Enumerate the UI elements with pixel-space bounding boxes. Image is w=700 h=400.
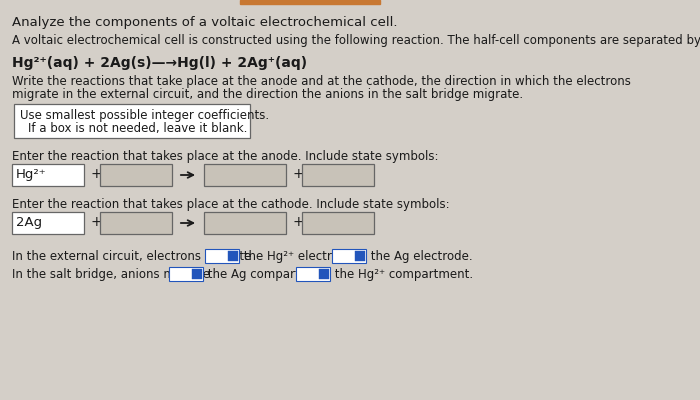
Text: to: to — [336, 251, 347, 261]
Text: A voltaic electrochemical cell is constructed using the following reaction. The : A voltaic electrochemical cell is constr… — [12, 34, 700, 47]
Bar — [318, 269, 329, 279]
Bar — [302, 164, 374, 186]
Bar — [100, 164, 172, 186]
Bar — [205, 249, 239, 263]
Text: +: + — [292, 167, 304, 181]
Text: Hg²⁺: Hg²⁺ — [16, 168, 47, 181]
Bar — [355, 251, 365, 261]
Text: In the salt bridge, anions migrate: In the salt bridge, anions migrate — [12, 268, 214, 281]
Text: Hg²⁺(aq) + 2Ag(s)—→Hg(l) + 2Ag⁺(aq): Hg²⁺(aq) + 2Ag(s)—→Hg(l) + 2Ag⁺(aq) — [12, 56, 307, 70]
Text: migrate in the external circuit, and the direction the anions in the salt bridge: migrate in the external circuit, and the… — [12, 88, 523, 101]
Text: the Ag electrode.: the Ag electrode. — [367, 250, 472, 263]
Text: Use smallest possible integer coefficients.: Use smallest possible integer coefficien… — [20, 109, 269, 122]
Text: to: to — [300, 269, 311, 279]
Bar — [12, 212, 84, 234]
Text: from: from — [173, 269, 199, 279]
Text: +: + — [90, 167, 101, 181]
Bar — [204, 212, 286, 234]
Text: +: + — [292, 215, 304, 229]
Text: In the external circuit, electrons migrate: In the external circuit, electrons migra… — [12, 250, 255, 263]
Text: from: from — [209, 251, 235, 261]
Bar — [295, 267, 330, 281]
Bar — [12, 164, 84, 186]
Text: the Ag compartment: the Ag compartment — [204, 268, 334, 281]
Text: the Hg²⁺ electrode: the Hg²⁺ electrode — [240, 250, 358, 263]
Bar — [228, 251, 238, 261]
Text: 2Ag: 2Ag — [16, 216, 42, 229]
Bar — [169, 267, 203, 281]
Bar — [332, 249, 366, 263]
Bar — [302, 212, 374, 234]
Text: Analyze the components of a voltaic electrochemical cell.: Analyze the components of a voltaic elec… — [12, 16, 398, 29]
Text: Write the reactions that take place at the anode and at the cathode, the directi: Write the reactions that take place at t… — [12, 75, 631, 88]
Text: Enter the reaction that takes place at the anode. Include state symbols:: Enter the reaction that takes place at t… — [12, 150, 438, 163]
Bar — [14, 104, 250, 138]
Bar — [240, 0, 380, 4]
Bar — [192, 269, 202, 279]
Bar — [100, 212, 172, 234]
Text: +: + — [90, 215, 101, 229]
Text: Enter the reaction that takes place at the cathode. Include state symbols:: Enter the reaction that takes place at t… — [12, 198, 449, 211]
Text: the Hg²⁺ compartment.: the Hg²⁺ compartment. — [330, 268, 472, 281]
Text: If a box is not needed, leave it blank.: If a box is not needed, leave it blank. — [28, 122, 247, 135]
Bar — [204, 164, 286, 186]
